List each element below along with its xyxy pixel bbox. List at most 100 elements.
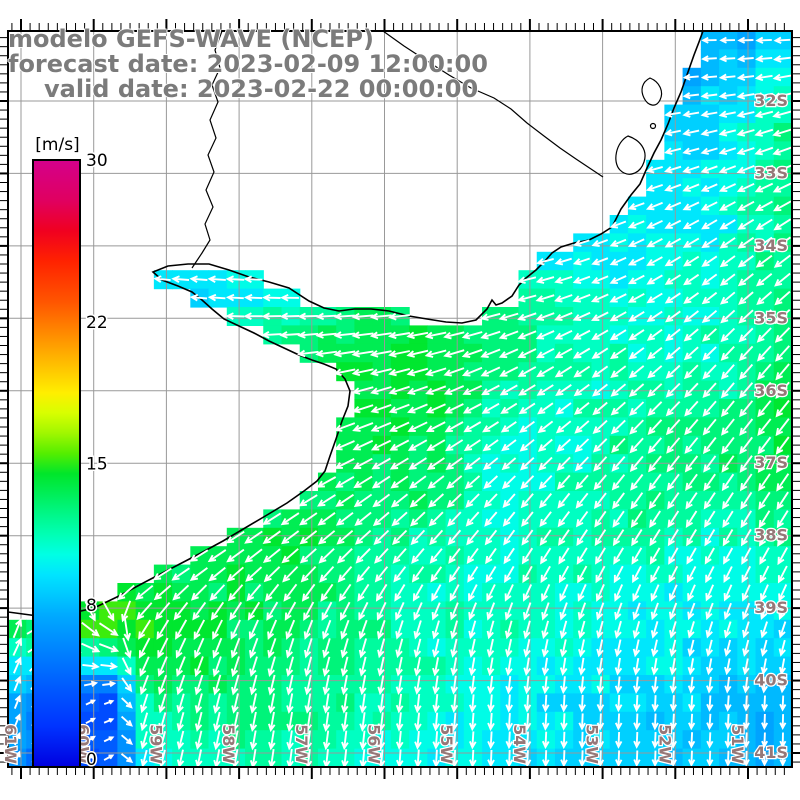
- wind-arrow: [719, 273, 736, 286]
- wind-arrow: [467, 566, 479, 583]
- wind-arrow: [447, 511, 462, 527]
- wind-arrow: [341, 711, 349, 733]
- wind-arrow: [739, 400, 754, 418]
- wind-arrow: [424, 331, 447, 340]
- wind-arrow: [522, 584, 533, 602]
- wind-arrow: [136, 602, 153, 621]
- wind-arrow: [596, 750, 605, 767]
- wind-arrow: [759, 547, 770, 565]
- wind-arrow: [615, 750, 623, 767]
- wind-arrow: [428, 511, 444, 527]
- wind-arrow: [406, 331, 429, 340]
- plot-frame: [7, 30, 793, 768]
- wind-arrow: [517, 312, 537, 321]
- wind-arrow: [501, 439, 517, 452]
- wind-arrow: [773, 254, 791, 268]
- wind-arrow: [651, 676, 659, 694]
- wind-arrow: [682, 129, 700, 137]
- wind-arrow: [772, 200, 792, 212]
- wind-arrow: [374, 547, 389, 564]
- wind-arrow: [541, 731, 550, 750]
- wind-arrow: [299, 512, 318, 526]
- wind-arrow: [395, 675, 404, 695]
- wind-arrow: [370, 386, 392, 395]
- wind-arrow: [610, 419, 626, 435]
- wind-arrow: [461, 331, 483, 340]
- wind-arrow: [523, 713, 532, 731]
- wind-arrow: [702, 364, 717, 380]
- wind-arrow: [267, 637, 277, 659]
- wind-arrow: [648, 492, 662, 510]
- wind-arrow: [281, 530, 300, 545]
- wind-arrow: [596, 694, 605, 713]
- wind-arrow: [759, 565, 770, 584]
- wind-arrow: [702, 436, 717, 455]
- wind-arrow: [560, 676, 568, 695]
- wind-arrow: [754, 182, 774, 193]
- wind-arrow: [249, 730, 258, 751]
- wind-arrow: [194, 674, 204, 696]
- wind-arrow: [596, 639, 604, 658]
- wind-arrow: [318, 530, 336, 545]
- wind-arrow: [758, 473, 771, 492]
- wind-arrow: [646, 219, 663, 229]
- wind-arrow: [686, 529, 698, 547]
- wind-arrow: [665, 328, 681, 342]
- wind-arrow: [303, 601, 315, 621]
- wind-arrow: [779, 676, 787, 694]
- wind-arrow: [377, 730, 386, 751]
- wind-arrow: [645, 165, 663, 174]
- wind-arrow: [559, 639, 568, 658]
- wind-arrow: [578, 750, 586, 767]
- wind-arrow: [523, 657, 531, 676]
- wind-arrow: [249, 711, 258, 733]
- wind-arrow: [684, 382, 699, 398]
- wind-arrow: [593, 456, 608, 472]
- wind-arrow: [469, 749, 477, 767]
- wind-arrow: [372, 511, 390, 527]
- wind-arrow: [739, 382, 754, 399]
- wind-arrow: [701, 309, 718, 324]
- wind-arrow: [559, 657, 568, 676]
- wind-arrow: [683, 310, 699, 323]
- lagoon-outline: [649, 122, 657, 130]
- wind-arrow: [395, 712, 404, 732]
- wind-arrow: [541, 639, 549, 658]
- wind-arrow: [334, 458, 355, 469]
- wind-arrow: [431, 620, 440, 640]
- wind-arrow: [721, 455, 735, 473]
- wind-arrow: [521, 511, 534, 527]
- wind-arrow: [667, 510, 680, 528]
- wind-arrow: [468, 602, 477, 621]
- colorbar-tick-label: 15: [86, 455, 108, 475]
- wind-arrow: [173, 601, 189, 621]
- wind-arrow: [541, 657, 550, 676]
- wind-arrow: [370, 421, 392, 432]
- wind-arrow: [759, 584, 769, 602]
- wind-arrow: [773, 218, 792, 231]
- wind-arrow: [686, 547, 697, 565]
- wind-arrow: [304, 656, 313, 677]
- wind-arrow: [409, 511, 426, 527]
- wind-arrow: [668, 584, 678, 602]
- wind-arrow: [304, 730, 313, 751]
- wind-arrow: [724, 676, 732, 694]
- wind-arrow: [410, 529, 426, 546]
- wind-arrow: [333, 368, 356, 377]
- wind-arrow: [559, 620, 568, 640]
- wind-arrow: [377, 656, 385, 677]
- wind-arrow: [468, 694, 477, 713]
- wind-arrow: [554, 294, 573, 303]
- river-line: [382, 31, 604, 178]
- wind-arrow: [359, 693, 367, 714]
- wind-arrow: [450, 638, 458, 658]
- wind-arrow: [393, 566, 407, 583]
- wind-arrow: [121, 677, 133, 693]
- wind-arrow: [775, 436, 790, 455]
- wind-arrow: [737, 36, 754, 44]
- wind-arrow: [779, 732, 787, 749]
- wind-arrow: [317, 512, 336, 526]
- wind-arrow: [706, 676, 714, 694]
- wind-arrow: [135, 584, 154, 601]
- wind-arrow: [14, 731, 21, 746]
